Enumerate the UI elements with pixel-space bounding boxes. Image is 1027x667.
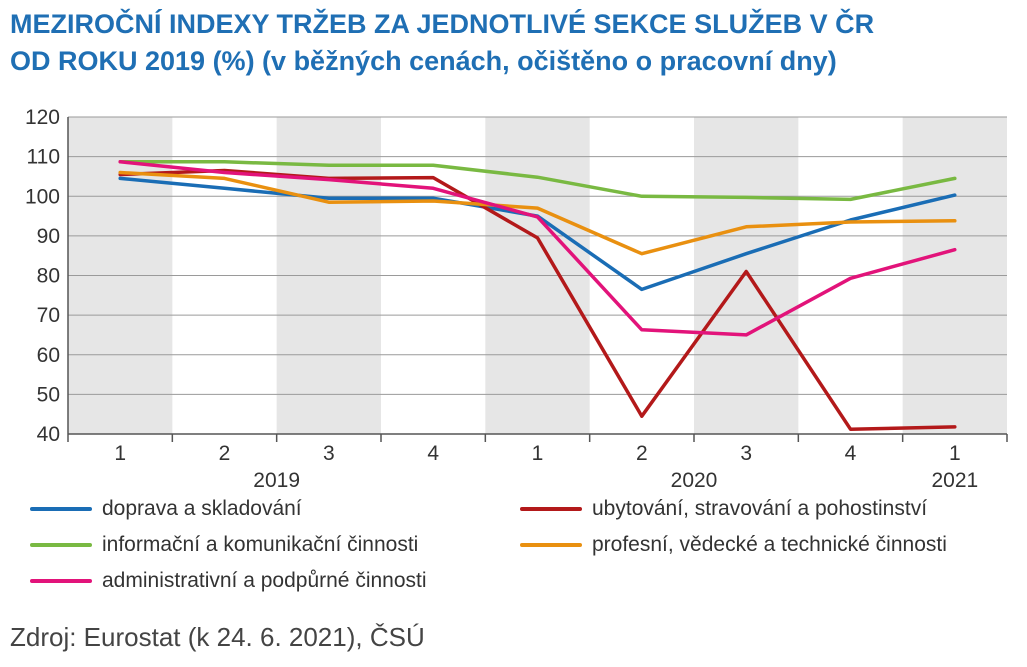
x-tick-label: 4 <box>427 442 439 465</box>
legend-item: informační a komunikační činnosti <box>30 533 418 557</box>
series-line <box>118 160 957 202</box>
x-tick-label: 3 <box>740 442 752 465</box>
y-tick-label: 40 <box>37 423 60 446</box>
chart-title-line1: MEZIROČNÍ INDEXY TRŽEB ZA JEDNOTLIVÉ SEK… <box>10 9 875 39</box>
x-tick-label: 3 <box>323 442 335 465</box>
line-chart: 40 50 60 70 80 90 100 110 120 1 2 3 4 1 2 3 4 1 2019 2020 2… <box>25 106 1008 492</box>
legend-label: profesní, vědecké a technické činnosti <box>592 533 947 556</box>
chart-title-line2: OD ROKU 2019 (%) (v běžných cenách, očiš… <box>10 46 837 76</box>
y-tick-label: 50 <box>37 383 60 406</box>
legend-label: informační a komunikační činnosti <box>102 533 419 556</box>
legend-swatch <box>520 543 582 547</box>
x-tick-label: 2 <box>219 442 231 465</box>
legend-swatch <box>30 507 92 511</box>
legend-label: ubytování, stravování a pohostinství <box>592 497 928 520</box>
x-axis-ticks: 1 2 3 4 1 2 3 4 1 2019 2020 2021 <box>67 434 1008 492</box>
x-tick-label: 1 <box>532 442 544 465</box>
legend-item: doprava a skladování <box>30 497 302 521</box>
legend-label: doprava a skladování <box>102 497 302 520</box>
chart-title: MEZIROČNÍ INDEXY TRŽEB ZA JEDNOTLIVÉ SEK… <box>10 6 1010 80</box>
legend-swatch <box>30 543 92 547</box>
series-line <box>118 170 957 256</box>
x-group-label: 2021 <box>931 469 978 492</box>
legend-item: ubytování, stravování a pohostinství <box>520 497 927 521</box>
y-axis-ticks: 40 50 60 70 80 90 100 110 120 <box>25 106 60 446</box>
x-group-label: 2020 <box>671 469 718 492</box>
series-line <box>118 160 957 337</box>
axes <box>67 117 1007 435</box>
legend-item: profesní, vědecké a technické činnosti <box>520 533 947 557</box>
x-tick-label: 2 <box>636 442 648 465</box>
legend-item: administrativní a podpůrné činnosti <box>30 569 427 593</box>
x-tick-label: 1 <box>114 442 126 465</box>
y-tick-label: 110 <box>27 146 60 169</box>
x-group-label: 2019 <box>253 469 300 492</box>
x-tick-label: 1 <box>949 442 961 465</box>
series-lines <box>118 160 957 431</box>
source-note: Zdroj: Eurostat (k 24. 6. 2021), ČSÚ <box>10 622 425 652</box>
gridlines <box>68 116 1007 395</box>
legend-swatch <box>520 507 582 511</box>
y-tick-label: 80 <box>37 265 60 288</box>
y-tick-label: 60 <box>37 344 60 367</box>
y-tick-label: 70 <box>37 304 60 327</box>
y-tick-label: 90 <box>37 225 60 248</box>
x-tick-label: 4 <box>845 442 857 465</box>
legend-swatch <box>30 579 92 583</box>
y-tick-label: 100 <box>25 185 60 208</box>
legend-label: administrativní a podpůrné činnosti <box>102 569 427 592</box>
y-tick-label: 120 <box>25 106 60 129</box>
